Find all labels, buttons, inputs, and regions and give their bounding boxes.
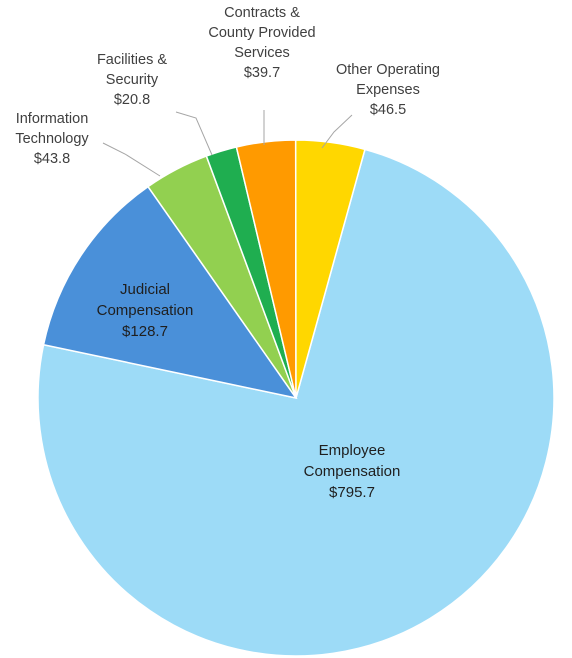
slice-name-line: Employee <box>319 442 386 459</box>
slice-name-line: Judicial <box>120 281 170 298</box>
slice-label-0: Employee Compensation $795.7 <box>304 442 401 501</box>
slice-name-line: Security <box>106 72 159 88</box>
pie-slice-0 <box>37 148 555 657</box>
slice-value-label: $20.8 <box>114 92 150 108</box>
pie-slice-5 <box>294 139 366 399</box>
slice-value-label: $128.7 <box>122 323 168 340</box>
slice-name-line: County Provided <box>208 25 315 41</box>
slice-name-line: Other Operating <box>336 62 440 78</box>
leader-line-5 <box>321 114 353 149</box>
pie-slice-1 <box>42 185 298 400</box>
slice-label-4: Contracts & County Provided Services $39.7 <box>208 5 315 81</box>
slice-value-label: $46.5 <box>370 102 406 118</box>
pie-slices <box>37 139 555 657</box>
slice-labels: Employee Compensation $795.7 Judicial Compen… <box>15 5 440 501</box>
slice-name-line: Facilities & <box>97 52 167 68</box>
slice-name-line: Expenses <box>356 82 420 98</box>
slice-name-line: Compensation <box>97 302 194 319</box>
slice-name-line: Technology <box>15 131 89 147</box>
leader-line-3 <box>175 111 213 156</box>
leader-lines <box>102 110 353 177</box>
slice-name-line: Information <box>16 111 89 127</box>
slice-value-label: $43.8 <box>34 151 70 167</box>
slice-value-label: $795.7 <box>329 484 375 501</box>
slice-label-1: Judicial Compensation $128.7 <box>97 281 194 340</box>
leader-line-2 <box>102 142 161 177</box>
slice-label-2: Information Technology $43.8 <box>15 111 89 167</box>
slice-name-line: Services <box>234 45 290 61</box>
slice-name-line: Compensation <box>304 463 401 480</box>
slice-label-3: Facilities & Security $20.8 <box>97 52 167 108</box>
slice-name-line: Contracts & <box>224 5 300 21</box>
slice-value-label: $39.7 <box>244 65 280 81</box>
slice-label-5: Other Operating Expenses $46.5 <box>336 62 440 118</box>
